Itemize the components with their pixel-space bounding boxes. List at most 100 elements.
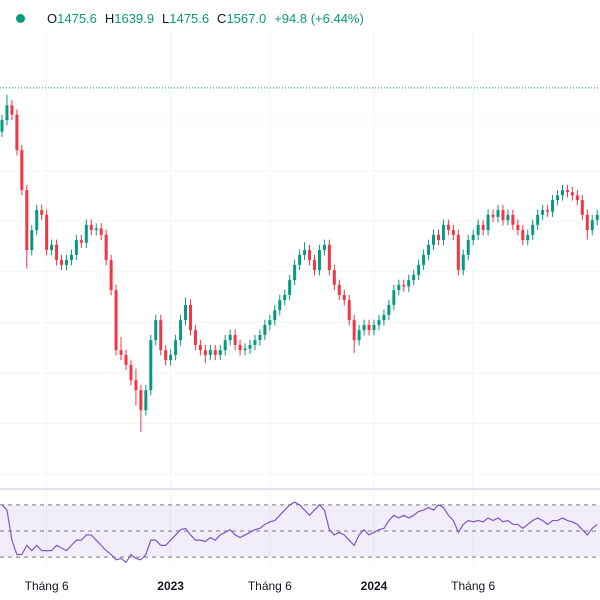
candle-body xyxy=(124,354,128,365)
candle-body xyxy=(590,220,594,231)
x-tick-label: 2023 xyxy=(157,579,184,593)
candle-body xyxy=(174,340,178,355)
candle-body xyxy=(144,390,148,411)
candle-body xyxy=(293,264,297,281)
candle-body xyxy=(64,260,68,265)
candle-body xyxy=(114,290,118,351)
ohlc-legend: O 1475.6 H 1639.9 L 1475.6 C 1567.0 +94.8 (+6.44… xyxy=(16,8,364,28)
candle-body xyxy=(134,380,138,391)
candle-body xyxy=(466,240,470,255)
x-tick-label: Tháng 6 xyxy=(451,579,495,593)
candle-body xyxy=(481,224,485,231)
candle-body xyxy=(179,320,183,341)
candle-body xyxy=(407,280,411,287)
candle-body xyxy=(193,330,197,345)
candle-body xyxy=(79,240,83,243)
candle-body xyxy=(551,200,555,212)
candle-body xyxy=(74,240,78,255)
candle-body xyxy=(149,340,153,391)
candle-body xyxy=(531,224,535,235)
candle-body xyxy=(432,234,436,245)
candle-body xyxy=(565,190,569,193)
candle-body xyxy=(476,224,480,235)
candle-body xyxy=(273,310,277,321)
candle-body xyxy=(496,210,500,217)
symbol-dot xyxy=(16,13,25,23)
candle-body xyxy=(402,284,406,287)
candle-body xyxy=(188,304,192,331)
candle-body xyxy=(30,230,34,251)
x-tick-label: Tháng 6 xyxy=(248,579,292,593)
candle-body xyxy=(223,340,227,351)
candle-body xyxy=(55,244,59,261)
candle-body xyxy=(387,304,391,315)
candle-body xyxy=(585,214,589,231)
ohlc-value: 1475.6 xyxy=(57,10,97,26)
candle-body xyxy=(362,324,366,331)
candle-body xyxy=(119,350,123,355)
candle-body xyxy=(471,234,475,241)
candle-body xyxy=(506,214,510,221)
candle-body xyxy=(312,260,316,271)
candle-body xyxy=(15,114,19,151)
candle-body xyxy=(184,304,188,321)
candle-body xyxy=(560,190,564,196)
candle-body xyxy=(213,350,217,355)
candle-body xyxy=(69,254,73,261)
candle-body xyxy=(501,210,505,221)
candle-body xyxy=(556,195,560,201)
candle-body xyxy=(342,294,346,301)
candle-body xyxy=(436,234,440,241)
candle-body xyxy=(337,284,341,295)
candle-body xyxy=(5,105,9,121)
candle-body xyxy=(129,364,133,381)
candle-body xyxy=(541,210,545,215)
candle-body xyxy=(288,280,292,295)
candle-body xyxy=(40,210,44,215)
candle-body xyxy=(303,250,307,255)
candle-body xyxy=(521,230,525,241)
candle-body xyxy=(218,350,222,355)
candle-body xyxy=(25,190,29,251)
ohlc-label: O xyxy=(47,10,58,26)
candle-body xyxy=(0,120,4,132)
candle-body xyxy=(298,254,302,265)
candle-body xyxy=(382,314,386,321)
candle-body xyxy=(417,264,421,275)
candle-body xyxy=(45,214,49,251)
candle-body xyxy=(317,250,321,271)
candle-body xyxy=(50,244,54,251)
candle-body xyxy=(228,334,232,341)
candle-body xyxy=(208,350,212,355)
rsi-line xyxy=(1,501,598,564)
candle-body xyxy=(233,334,237,345)
candle-body xyxy=(347,300,351,321)
ohlc-value: 1639.9 xyxy=(114,10,155,26)
candle-body xyxy=(372,324,376,331)
candle-body xyxy=(322,244,326,251)
candle-body xyxy=(169,354,173,361)
candle-body xyxy=(427,244,431,255)
candle-body xyxy=(164,350,168,361)
candle-body xyxy=(35,210,39,231)
candle-body xyxy=(268,320,272,325)
candle-body xyxy=(109,260,113,291)
candle-body xyxy=(526,234,530,241)
candle-body xyxy=(258,334,262,341)
candle-body xyxy=(511,214,515,225)
candle-body xyxy=(10,105,14,115)
candle-body xyxy=(198,344,202,351)
candle-body xyxy=(154,320,158,341)
ohlc-label: C xyxy=(217,10,227,26)
candle-body xyxy=(456,234,460,271)
candle-body xyxy=(253,340,257,345)
candle-body xyxy=(595,214,599,221)
candle-body xyxy=(486,214,490,231)
candle-body xyxy=(516,224,520,231)
ohlc-label: H xyxy=(104,10,115,26)
candle-body xyxy=(491,214,495,217)
candle-body xyxy=(461,254,465,271)
candle-body xyxy=(248,344,252,349)
